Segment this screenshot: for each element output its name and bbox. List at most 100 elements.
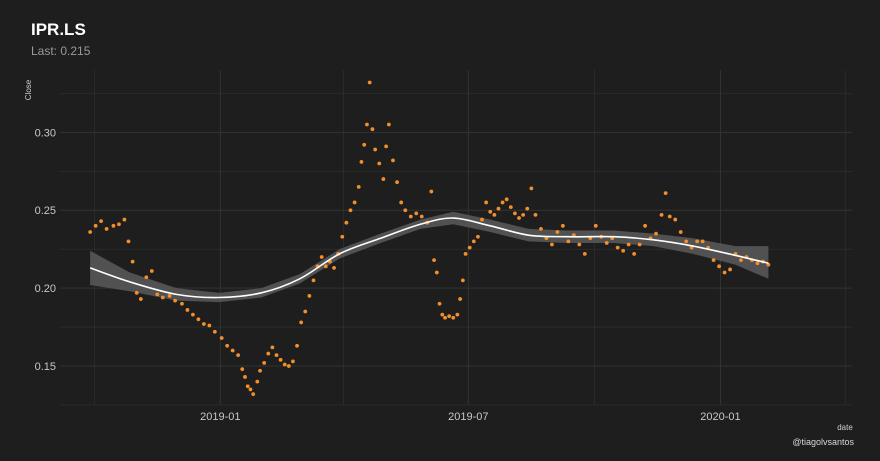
data-point — [513, 211, 517, 216]
data-point — [467, 245, 472, 250]
data-point — [303, 309, 308, 314]
data-point — [381, 177, 386, 181]
data-point — [582, 251, 587, 256]
data-point — [458, 297, 463, 301]
x-tick-label: 2019-07 — [448, 411, 488, 423]
data-point — [496, 206, 501, 211]
data-point — [93, 223, 98, 228]
data-point — [544, 236, 549, 241]
data-point — [359, 160, 364, 164]
data-point — [180, 301, 184, 306]
data-point — [138, 297, 143, 301]
data-point — [362, 142, 367, 147]
data-point — [626, 242, 631, 247]
data-point — [525, 206, 530, 211]
data-point — [722, 270, 727, 275]
data-point — [739, 258, 743, 262]
data-point — [643, 223, 647, 228]
data-point — [717, 264, 721, 269]
data-point — [399, 200, 404, 205]
y-tick-label: 0.25 — [35, 205, 56, 217]
data-point — [403, 208, 408, 213]
data-point — [432, 258, 436, 262]
data-point — [443, 315, 447, 320]
data-point — [352, 200, 357, 205]
data-point — [160, 295, 165, 300]
data-point — [225, 343, 230, 348]
chart-caption: @tiagolvsantos — [792, 437, 854, 447]
data-point — [391, 158, 395, 163]
data-point — [667, 214, 672, 219]
data-point — [245, 384, 250, 389]
data-point — [695, 239, 700, 244]
data-point — [196, 317, 201, 322]
data-point — [311, 278, 316, 283]
data-point — [480, 217, 484, 222]
data-point — [291, 359, 295, 364]
data-point — [319, 255, 324, 259]
data-point — [240, 367, 245, 372]
y-tick-label: 0.15 — [35, 361, 56, 373]
data-point — [348, 208, 353, 213]
y-tick-label: 0.20 — [35, 283, 56, 295]
data-point — [149, 269, 154, 273]
data-point — [492, 213, 497, 217]
data-point — [155, 292, 160, 297]
data-point — [236, 353, 241, 358]
data-point — [755, 261, 760, 266]
data-point — [673, 217, 678, 222]
data-point — [447, 314, 452, 319]
data-point — [471, 239, 476, 244]
data-point — [408, 214, 413, 219]
confidence-band-area — [90, 211, 769, 303]
data-point — [88, 230, 93, 234]
data-point — [604, 241, 609, 245]
data-point — [104, 227, 109, 231]
data-points — [88, 80, 771, 396]
data-point — [130, 259, 135, 264]
data-point — [728, 267, 732, 272]
data-point — [144, 275, 149, 280]
data-point — [434, 270, 439, 275]
data-point — [395, 180, 399, 185]
data-point — [500, 200, 505, 205]
data-point — [340, 234, 345, 239]
data-point — [659, 213, 664, 217]
data-point — [463, 251, 468, 256]
data-point — [251, 392, 256, 396]
x-axis-title: date — [837, 423, 853, 432]
data-point — [484, 200, 489, 205]
data-point — [637, 242, 642, 247]
y-axis-title: Close — [24, 79, 33, 100]
data-point — [550, 242, 554, 247]
trend-line — [89, 217, 769, 299]
data-point — [711, 258, 716, 262]
data-point — [377, 161, 382, 166]
data-point — [286, 364, 291, 368]
data-point — [373, 147, 378, 152]
data-point — [533, 213, 538, 217]
data-point — [274, 353, 279, 358]
data-point — [504, 197, 509, 202]
data-point — [560, 223, 565, 228]
y-tick-label: 0.30 — [35, 127, 56, 139]
data-point — [134, 290, 139, 295]
data-point — [278, 357, 283, 362]
data-point — [173, 298, 178, 303]
data-point — [201, 322, 206, 326]
chart-subtitle: Last: 0.215 — [31, 44, 91, 58]
data-point — [243, 375, 247, 379]
data-point — [529, 186, 534, 191]
data-point — [230, 348, 235, 353]
x-tick-label: 2020-01 — [700, 411, 740, 423]
data-point — [117, 222, 121, 227]
data-point — [440, 312, 445, 317]
data-point — [299, 320, 304, 325]
data-point — [577, 242, 582, 247]
data-point — [248, 387, 253, 392]
data-point — [615, 245, 620, 250]
data-point — [323, 264, 328, 269]
data-point — [766, 262, 771, 267]
data-point — [555, 230, 560, 234]
chart-title: IPR.LS — [31, 20, 86, 39]
